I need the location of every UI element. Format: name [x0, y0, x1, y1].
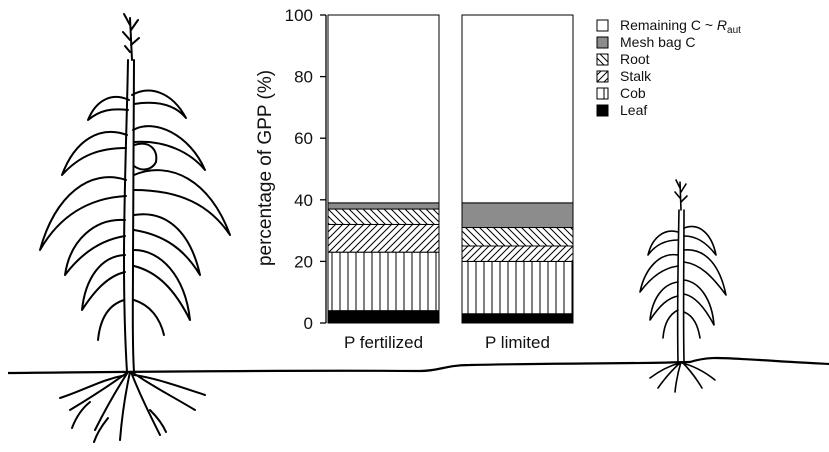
y-tick-label: 40: [294, 191, 313, 210]
x-tick-label-p-limited: P limited: [485, 333, 550, 352]
bar-p-limited-remaining-c-r: [461, 14, 574, 204]
legend-label-mesh-bag-c: Mesh bag C: [620, 34, 695, 50]
x-tick-label-p-fertilized: P fertilized: [344, 333, 423, 352]
legend-swatch-root: [596, 53, 609, 66]
bar-p-fertilized-remaining-c-r: [327, 14, 440, 204]
bar-p-fertilized-root: [327, 208, 440, 225]
bar-p-limited-cob: [461, 260, 574, 315]
y-axis-title: percentage of GPP (%): [255, 70, 276, 266]
bar-p-fertilized-leaf: [327, 310, 440, 324]
small-maize-plant: [639, 179, 727, 393]
y-tick-label: 20: [294, 252, 313, 271]
legend-swatch-mesh-bag-c: [596, 36, 609, 49]
bar-p-fertilized-mesh-bag-c: [327, 202, 440, 210]
bar-p-limited-mesh-bag-c: [461, 202, 574, 229]
legend-swatch-stalk: [596, 70, 609, 83]
x-axis-labels: P fertilized P limited: [344, 333, 550, 352]
legend-swatch-remaining-c-r: [596, 19, 609, 32]
bar-p-limited-stalk: [461, 245, 574, 262]
soil-line: [7, 356, 829, 375]
legend-label-stalk: Stalk: [620, 68, 652, 84]
bar-p-fertilized-cob: [327, 251, 440, 312]
bar-p-fertilized-stalk: [327, 223, 440, 253]
large-maize-plant: [39, 13, 231, 443]
y-tick-label: 60: [294, 129, 313, 148]
legend-swatch-leaf: [596, 104, 609, 117]
legend-label-leaf: Leaf: [620, 102, 647, 118]
bar-p-limited-root: [461, 227, 574, 247]
bars: [327, 14, 574, 324]
bar-p-limited-leaf: [461, 313, 574, 324]
legend-swatch-cob: [596, 87, 609, 100]
legend-label-cob: Cob: [620, 85, 646, 101]
y-tick-label: 0: [304, 314, 313, 333]
legend-label-remaining-c-r: Remaining C ~ Raut: [620, 17, 741, 36]
y-axis-ticks: 0 20 40 60 80 100: [285, 6, 326, 333]
y-tick-label: 80: [294, 68, 313, 87]
y-tick-label: 100: [285, 6, 313, 25]
legend-label-root: Root: [620, 51, 650, 67]
stacked-bar-chart: percentage of GPP (%) 0 20 40 60 80 100 P fer…: [255, 6, 741, 352]
